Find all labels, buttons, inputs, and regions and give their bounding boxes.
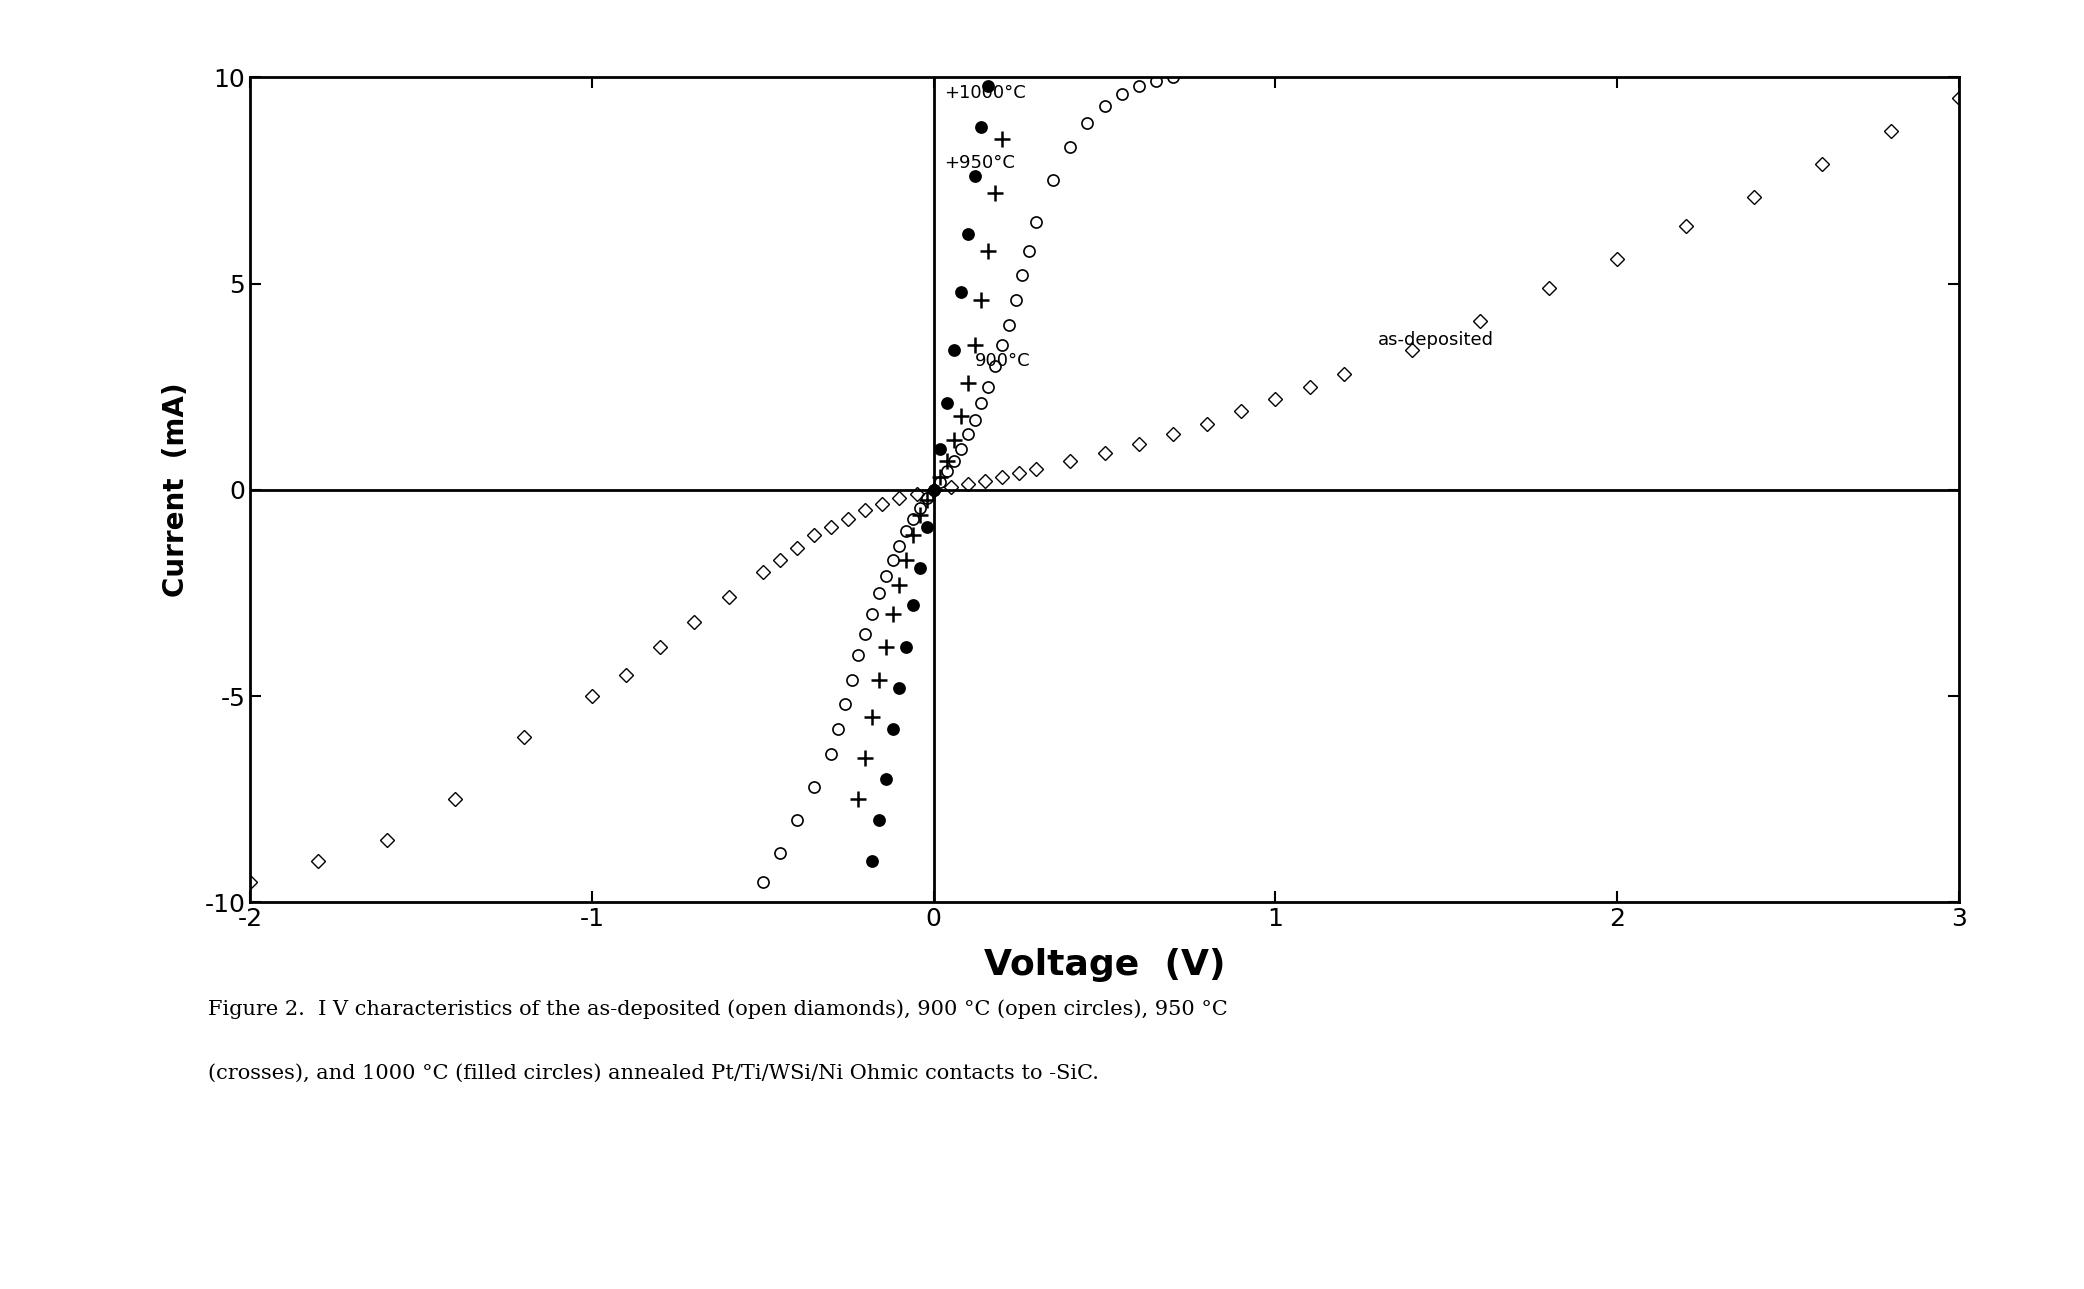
Text: as-deposited: as-deposited: [1378, 331, 1494, 349]
Y-axis label: Current  (mA): Current (mA): [163, 383, 190, 597]
X-axis label: Voltage  (V): Voltage (V): [984, 947, 1225, 982]
Text: +1000°C: +1000°C: [944, 84, 1025, 102]
Text: 900°C: 900°C: [975, 352, 1029, 370]
Text: Figure 2.  I V characteristics of the as-deposited (open diamonds), 900 °C (open: Figure 2. I V characteristics of the as-…: [208, 999, 1227, 1018]
Text: +950°C: +950°C: [944, 155, 1015, 173]
Text: (crosses), and 1000 °C (filled circles) annealed Pt/Ti/WSi/Ni Ohmic contacts to : (crosses), and 1000 °C (filled circles) …: [208, 1063, 1100, 1083]
